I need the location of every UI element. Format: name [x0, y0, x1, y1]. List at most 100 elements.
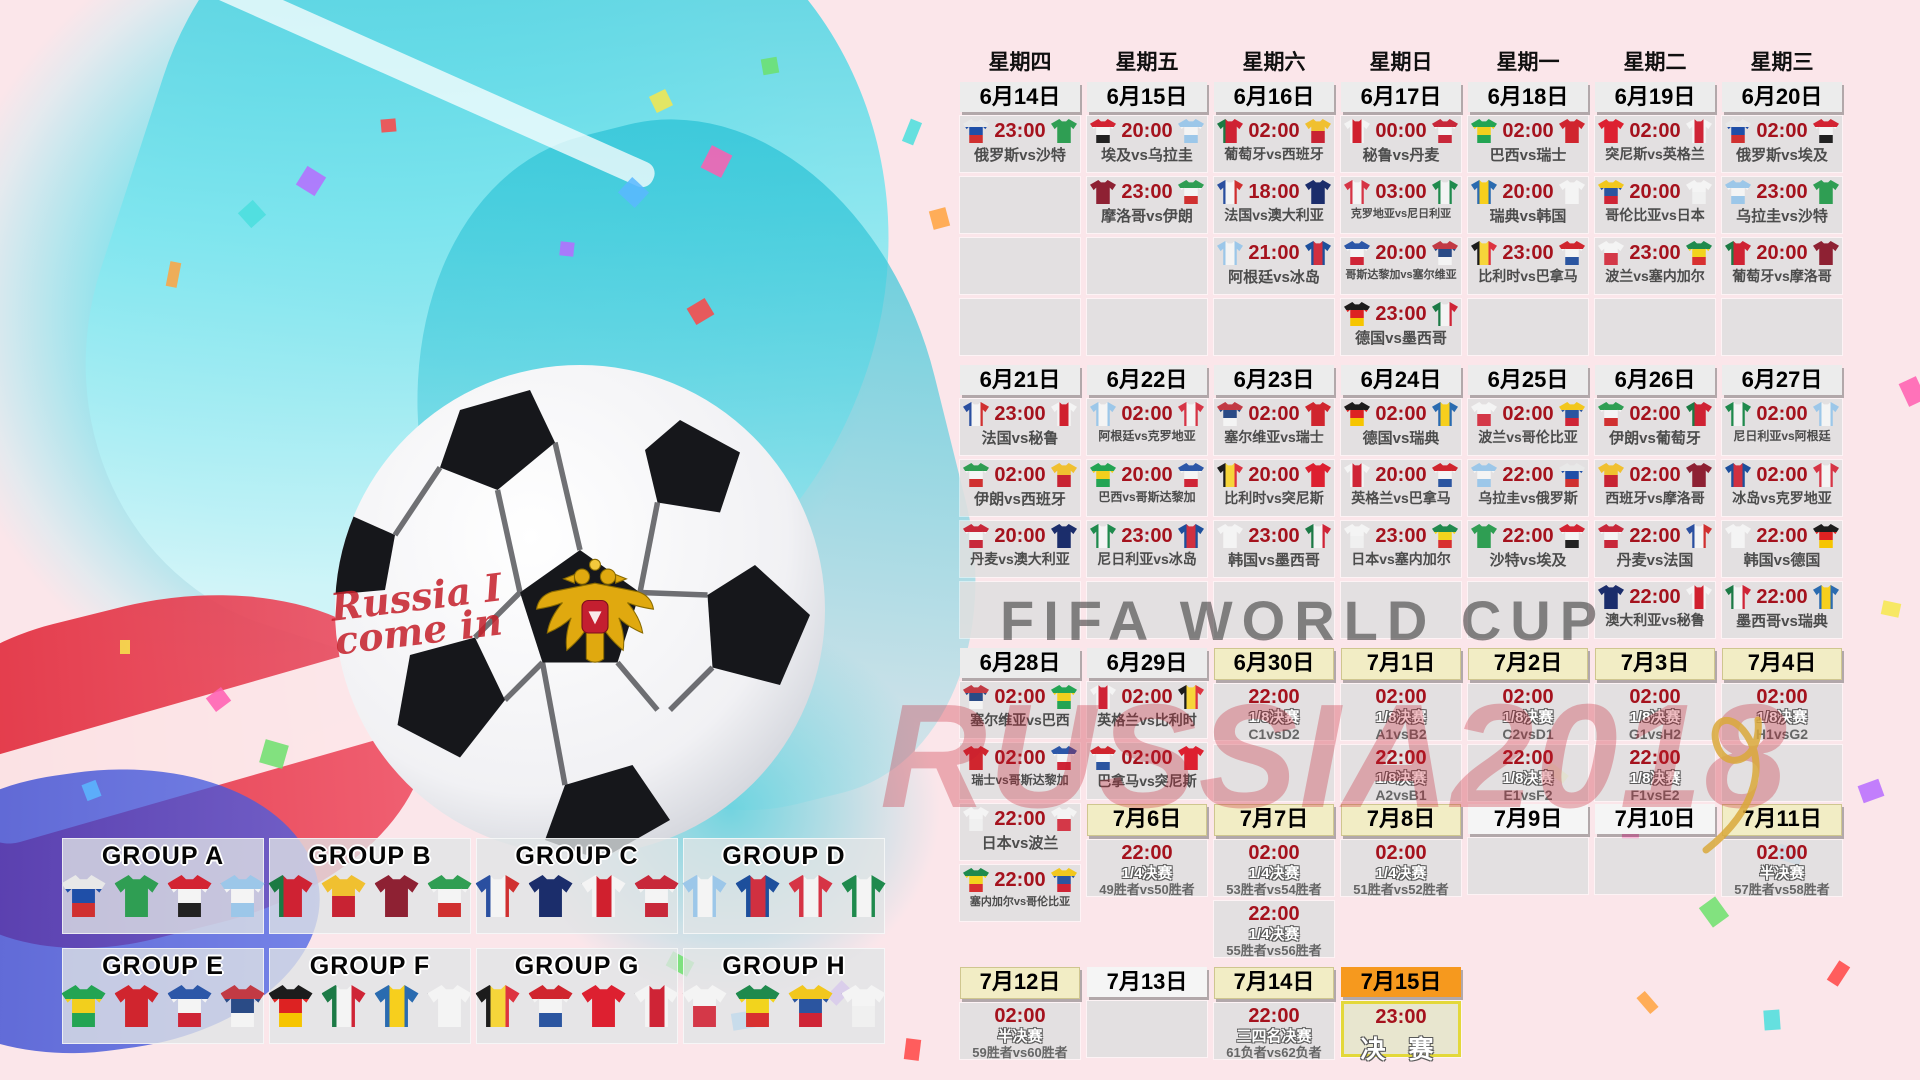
match-cell[interactable]: 18:00 法国vs澳大利亚 [1214, 177, 1334, 233]
date-header[interactable]: 6月19日 [1595, 82, 1715, 112]
date-header[interactable]: 6月20日 [1722, 82, 1842, 112]
match-cell[interactable]: 20:00 巴西vs哥斯达黎加 [1087, 460, 1207, 516]
date-header[interactable]: 7月14日 [1214, 967, 1334, 999]
match-cell[interactable]: 02:00 突尼斯vs英格兰 [1595, 116, 1715, 172]
match-cell[interactable]: 22:00 澳大利亚vs秘鲁 [1595, 582, 1715, 638]
match-cell[interactable]: 02:00 俄罗斯vs埃及 [1722, 116, 1842, 172]
match-cell[interactable]: 23:00 法国vs秘鲁 [960, 399, 1080, 455]
date-header[interactable]: 6月21日 [960, 365, 1080, 395]
match-cell[interactable]: 02:00 葡萄牙vs西班牙 [1214, 116, 1334, 172]
jersey-icon [581, 875, 626, 917]
match-cell[interactable]: 23:00 德国vs墨西哥 [1341, 299, 1461, 355]
jersey-icon [1217, 180, 1243, 204]
knockout-match-cell[interactable]: 22:00 1/4决赛 55胜者vs56胜者 [1214, 901, 1334, 958]
date-header[interactable]: 6月14日 [960, 82, 1080, 112]
match-cell[interactable]: 03:00 克罗地亚vs尼日利亚 [1341, 177, 1461, 233]
knockout-match-cell[interactable]: 02:00 半决赛 59胜者vs60胜者 [960, 1003, 1080, 1060]
match-cell[interactable]: 02:00 德国vs瑞典 [1341, 399, 1461, 455]
date-header[interactable]: 6月16日 [1214, 82, 1334, 112]
date-header[interactable]: 7月13日 [1087, 967, 1207, 997]
match-cell[interactable]: 22:00 塞内加尔vs哥伦比亚 [960, 865, 1080, 921]
jersey-icon [1686, 241, 1712, 265]
match-cell[interactable]: 20:00 比利时vs突尼斯 [1214, 460, 1334, 516]
date-header[interactable]: 7月6日 [1087, 804, 1207, 836]
date-header[interactable]: 7月3日 [1595, 648, 1715, 680]
match-cell[interactable]: 22:00 乌拉圭vs俄罗斯 [1468, 460, 1588, 516]
date-header[interactable]: 6月22日 [1087, 365, 1207, 395]
date-header[interactable]: 7月9日 [1468, 804, 1588, 834]
match-cell[interactable]: 22:00 韩国vs德国 [1722, 521, 1842, 577]
match-cell[interactable]: 20:00 英格兰vs巴拿马 [1341, 460, 1461, 516]
date-header[interactable]: 7月8日 [1341, 804, 1461, 836]
match-cell[interactable]: 02:00 西班牙vs摩洛哥 [1595, 460, 1715, 516]
jersey-icon [1686, 180, 1712, 204]
match-cell[interactable]: 20:00 埃及vs乌拉圭 [1087, 116, 1207, 172]
match-cell[interactable]: 02:00 尼日利亚vs阿根廷 [1722, 399, 1842, 455]
knockout-match-cell[interactable]: 22:00 1/8决赛 E1vsF2 [1468, 745, 1588, 803]
knockout-match-cell[interactable]: 22:00 1/8决赛 F1vsE2 [1595, 745, 1715, 803]
match-cell[interactable]: 02:00 伊朗vs西班牙 [960, 460, 1080, 516]
date-header[interactable]: 7月12日 [960, 967, 1080, 999]
match-cell[interactable]: 20:00 哥斯达黎加vs塞尔维亚 [1341, 238, 1461, 294]
match-cell[interactable]: 23:00 日本vs塞内加尔 [1341, 521, 1461, 577]
date-header[interactable]: 6月28日 [960, 648, 1080, 678]
final-match-cell[interactable]: 23:00 决 赛 [1341, 1001, 1461, 1064]
date-header[interactable]: 6月23日 [1214, 365, 1334, 395]
knockout-match-cell[interactable]: 02:00 1/4决赛 51胜者vs52胜者 [1341, 840, 1461, 897]
match-cell[interactable]: 02:00 波兰vs哥伦比亚 [1468, 399, 1588, 455]
knockout-match-cell[interactable]: 02:00 1/8决赛 A1vsB2 [1341, 684, 1461, 742]
empty-schedule-cell [960, 582, 1080, 638]
date-header[interactable]: 6月17日 [1341, 82, 1461, 112]
knockout-match-cell[interactable]: 22:00 三四名决赛 61负者vs62负者 [1214, 1003, 1334, 1060]
match-cell[interactable]: 02:00 冰岛vs克罗地亚 [1722, 460, 1842, 516]
date-header[interactable]: 6月24日 [1341, 365, 1461, 395]
knockout-match-cell[interactable]: 22:00 1/8决赛 A2vsB1 [1341, 745, 1461, 803]
match-cell[interactable]: 20:00 丹麦vs澳大利亚 [960, 521, 1080, 577]
match-cell[interactable]: 22:00 沙特vs埃及 [1468, 521, 1588, 577]
knockout-match-cell[interactable]: 02:00 1/8决赛 G1vsH2 [1595, 684, 1715, 742]
date-header[interactable]: 6月26日 [1595, 365, 1715, 395]
match-time: 22:00 [1248, 686, 1300, 708]
date-header[interactable]: 6月15日 [1087, 82, 1207, 112]
match-cell[interactable]: 20:00 哥伦比亚vs日本 [1595, 177, 1715, 233]
date-header[interactable]: 7月4日 [1722, 648, 1842, 680]
match-cell[interactable]: 23:00 尼日利亚vs冰岛 [1087, 521, 1207, 577]
match-cell[interactable]: 20:00 葡萄牙vs摩洛哥 [1722, 238, 1842, 294]
knockout-match-cell[interactable]: 02:00 1/4决赛 53胜者vs54胜者 [1214, 840, 1334, 897]
match-cell[interactable]: 02:00 英格兰vs比利时 [1087, 682, 1207, 738]
date-header[interactable]: 7月1日 [1341, 648, 1461, 680]
knockout-match-cell[interactable]: 02:00 1/8决赛 C2vsD1 [1468, 684, 1588, 742]
date-header[interactable]: 6月30日 [1214, 648, 1334, 680]
jersey-icon [1725, 180, 1751, 204]
match-cell[interactable]: 23:00 比利时vs巴拿马 [1468, 238, 1588, 294]
match-cell[interactable]: 23:00 摩洛哥vs伊朗 [1087, 177, 1207, 233]
match-cell[interactable]: 22:00 日本vs波兰 [960, 804, 1080, 860]
match-cell[interactable]: 02:00 塞尔维亚vs巴西 [960, 682, 1080, 738]
knockout-match-cell[interactable]: 22:00 1/4决赛 49胜者vs50胜者 [1087, 840, 1207, 897]
match-cell[interactable]: 23:00 俄罗斯vs沙特 [960, 116, 1080, 172]
jersey-icon [321, 985, 366, 1027]
match-cell[interactable]: 02:00 巴西vs瑞士 [1468, 116, 1588, 172]
match-cell[interactable]: 02:00 塞尔维亚vs瑞士 [1214, 399, 1334, 455]
match-cell[interactable]: 22:00 丹麦vs法国 [1595, 521, 1715, 577]
confetti-piece [165, 261, 182, 288]
match-cell[interactable]: 00:00 秘鲁vs丹麦 [1341, 116, 1461, 172]
match-cell[interactable]: 23:00 波兰vs塞内加尔 [1595, 238, 1715, 294]
date-header[interactable]: 7月2日 [1468, 648, 1588, 680]
date-header[interactable]: 6月29日 [1087, 648, 1207, 678]
date-header[interactable]: 7月7日 [1214, 804, 1334, 836]
date-header[interactable]: 6月27日 [1722, 365, 1842, 395]
date-header[interactable]: 7月15日 [1341, 967, 1461, 997]
match-cell[interactable]: 20:00 瑞典vs韩国 [1468, 177, 1588, 233]
match-cell[interactable]: 02:00 巴拿马vs突尼斯 [1087, 743, 1207, 799]
match-cell[interactable]: 23:00 乌拉圭vs沙特 [1722, 177, 1842, 233]
knockout-match-cell[interactable]: 22:00 1/8决赛 C1vsD2 [1214, 684, 1334, 742]
match-cell[interactable]: 23:00 韩国vs墨西哥 [1214, 521, 1334, 577]
match-cell[interactable]: 02:00 阿根廷vs克罗地亚 [1087, 399, 1207, 455]
date-header[interactable]: 6月18日 [1468, 82, 1588, 112]
date-header[interactable]: 6月25日 [1468, 365, 1588, 395]
match-cell[interactable]: 21:00 阿根廷vs冰岛 [1214, 238, 1334, 294]
match-cell[interactable]: 22:00 墨西哥vs瑞典 [1722, 582, 1842, 638]
match-cell[interactable]: 02:00 伊朗vs葡萄牙 [1595, 399, 1715, 455]
match-cell[interactable]: 02:00 瑞士vs哥斯达黎加 [960, 743, 1080, 799]
